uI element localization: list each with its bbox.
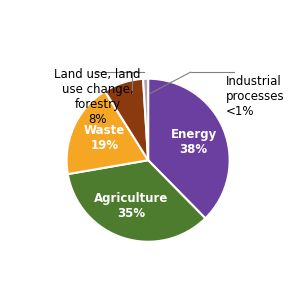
Text: Land use, land
use change,
forestry
8%: Land use, land use change, forestry 8% bbox=[54, 68, 141, 126]
Wedge shape bbox=[143, 79, 148, 160]
Wedge shape bbox=[68, 160, 205, 242]
Text: Waste
19%: Waste 19% bbox=[84, 124, 125, 152]
Wedge shape bbox=[105, 79, 148, 160]
Wedge shape bbox=[148, 79, 230, 218]
Text: Industrial
processes
<1%: Industrial processes <1% bbox=[226, 75, 284, 118]
Text: Energy
38%: Energy 38% bbox=[170, 128, 217, 156]
Text: Agriculture
35%: Agriculture 35% bbox=[94, 192, 169, 220]
Wedge shape bbox=[67, 91, 148, 174]
